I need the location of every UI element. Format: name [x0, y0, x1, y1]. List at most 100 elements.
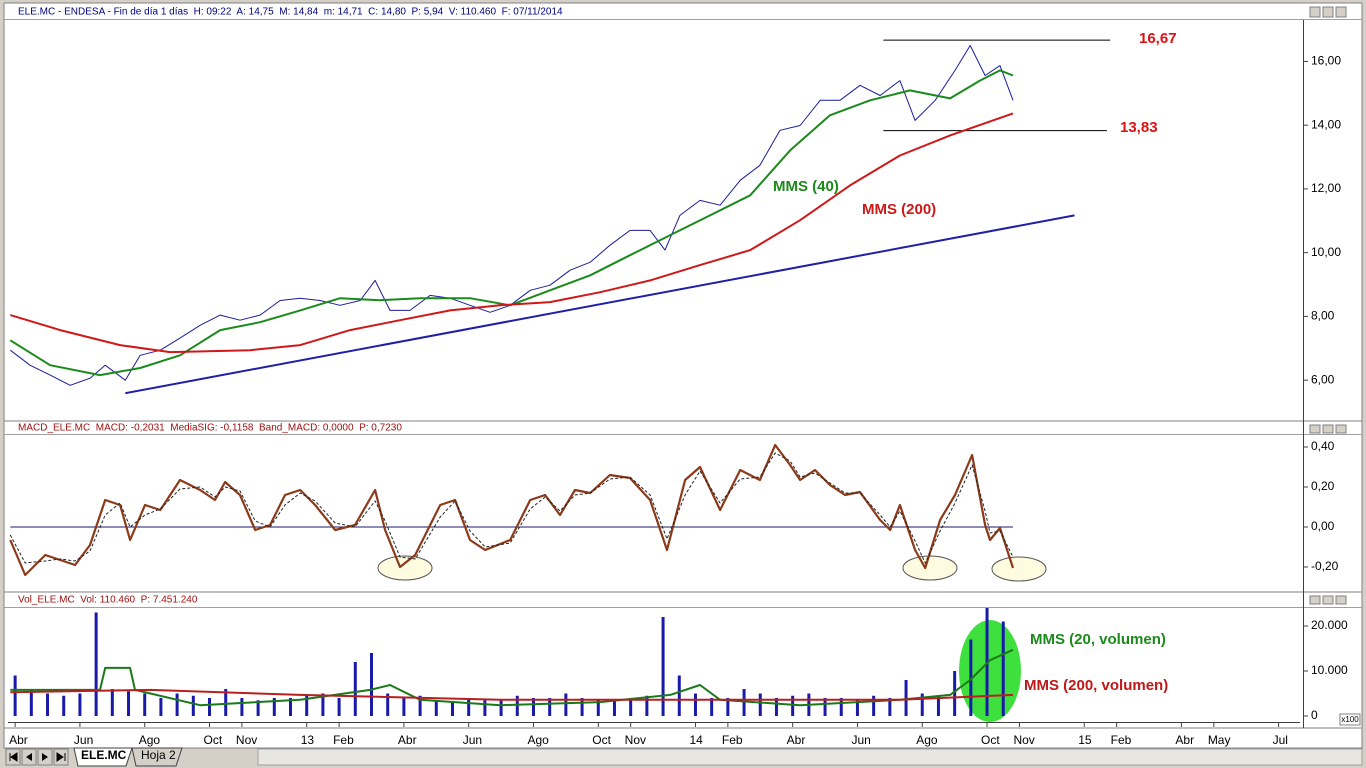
volume-bar: [418, 695, 422, 717]
volume-bar: [1001, 621, 1005, 717]
maximize-button[interactable]: [1335, 595, 1347, 605]
volume-bar: [677, 675, 681, 717]
nav-icon: [56, 752, 66, 762]
volume-bar: [159, 698, 163, 717]
volume-bar: [240, 698, 244, 717]
maximize-button[interactable]: [1335, 6, 1347, 18]
series-annotation: MMS (200): [862, 201, 936, 218]
x-tick-label: Jun: [74, 733, 93, 747]
price-panel: [3, 2, 1363, 422]
volume-bar: [110, 689, 114, 717]
volume-bar: [272, 698, 276, 717]
volume-bar: [94, 612, 98, 717]
nav-icon: [42, 753, 48, 761]
volume-header: Vol_ELE.MC Vol: 110.460 P: 7.451.240: [18, 595, 198, 606]
macd-header: MACD_ELE.MC MACD: -0,2031 MediaSIG: -0,1…: [18, 423, 402, 434]
volume-bar: [369, 653, 373, 717]
x-tick-label: Jun: [851, 733, 870, 747]
volume-bar: [872, 695, 876, 717]
scrollbar[interactable]: [257, 748, 1363, 766]
tab-bar: ELE.MC Hoja 2: [5, 747, 1363, 767]
volume-bar: [791, 695, 795, 717]
volume-bar: [710, 698, 714, 717]
volume-bar: [321, 693, 325, 717]
volume-bar: [467, 698, 471, 717]
restore-button[interactable]: [1322, 424, 1334, 434]
nav-icon: [9, 752, 18, 762]
maximize-button[interactable]: [1335, 424, 1347, 434]
volume-bar: [612, 700, 616, 717]
volume-bar: [596, 700, 600, 717]
volume-bar: [127, 691, 131, 717]
tab-label: Hoja 2: [141, 748, 176, 762]
minimize-button[interactable]: [1309, 6, 1321, 18]
y-tick-label: 0,20: [1311, 479, 1335, 493]
volume-bar: [564, 693, 568, 717]
x-tick-label: 15: [1078, 733, 1092, 747]
volume-bar: [13, 675, 17, 717]
price-header: ELE.MC - ENDESA - Fin de día 1 días H: 0…: [18, 7, 563, 18]
window-buttons: [1309, 6, 1347, 605]
x-axis-panel: [3, 727, 1363, 749]
tab[interactable]: [73, 747, 133, 767]
x-tick-label: Jun: [463, 733, 482, 747]
volume-bar: [256, 700, 260, 717]
minimize-button[interactable]: [1309, 424, 1321, 434]
macd-panel: [3, 420, 1363, 593]
volume-bar: [483, 700, 487, 717]
volume-bar: [78, 693, 82, 717]
x-tick-label: Oct: [204, 733, 223, 747]
scale-box: [1339, 713, 1361, 726]
level-label: 16,67: [1139, 30, 1177, 47]
volume-bar: [645, 695, 649, 717]
volume-bar: [175, 693, 179, 717]
x-tick-label: Nov: [1013, 733, 1034, 747]
volume-bar: [499, 700, 503, 717]
x-tick-label: Feb: [1111, 733, 1132, 747]
restore-button[interactable]: [1322, 595, 1334, 605]
series-line: [10, 688, 1014, 701]
x-tick-label: Oct: [592, 733, 611, 747]
volume-bar: [548, 698, 552, 717]
y-tick-label: 12,00: [1311, 181, 1341, 195]
restore-button[interactable]: [1322, 6, 1334, 18]
x-tick-label: Ago: [527, 733, 549, 747]
volume-bar: [305, 695, 309, 717]
x-tick-label: 13: [301, 733, 315, 747]
series-line: [9, 443, 1015, 577]
x-tick-label: Ago: [916, 733, 938, 747]
volume-bar: [386, 693, 390, 717]
tab[interactable]: [131, 747, 183, 767]
minimize-button[interactable]: [1309, 595, 1321, 605]
volume-bar: [758, 693, 762, 717]
volume-bar: [62, 695, 66, 717]
x-tick-label: Nov: [236, 733, 257, 747]
x-tick-label: Oct: [981, 733, 1000, 747]
x-tick-label: May: [1208, 733, 1231, 747]
volume-bar: [46, 693, 50, 717]
volume-bar: [693, 693, 697, 717]
series-line: [9, 69, 1014, 377]
series-line: [125, 214, 1075, 395]
series-annotation: MMS (200, volumen): [1024, 677, 1168, 694]
y-tick-label: 6,00: [1311, 372, 1335, 386]
volume-bar: [742, 689, 746, 717]
y-tick-label: 0: [1311, 708, 1318, 722]
volume-bar: [353, 662, 357, 717]
scale-note: x100: [1341, 715, 1359, 724]
volume-bar: [531, 698, 535, 717]
level-label: 13,83: [1120, 119, 1158, 136]
volume-bar: [224, 689, 228, 717]
y-tick-label: 10.000: [1311, 663, 1348, 677]
volume-bar: [337, 698, 341, 717]
volume-bar: [839, 698, 843, 717]
x-tick-label: Nov: [625, 733, 646, 747]
volume-bar: [888, 698, 892, 717]
highlight-ellipse: [991, 556, 1047, 582]
x-tick-label: Abr: [9, 733, 28, 747]
y-tick-label: 8,00: [1311, 309, 1335, 323]
volume-bar: [29, 689, 33, 717]
series-line: [10, 648, 1014, 707]
volume-bar: [936, 695, 940, 717]
